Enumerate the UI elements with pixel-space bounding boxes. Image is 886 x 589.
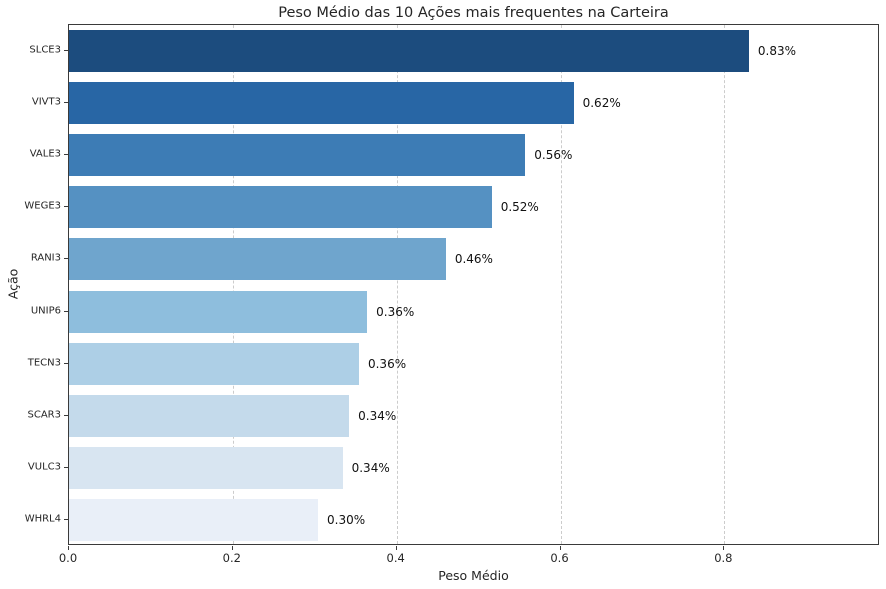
x-tick-label-0.6: 0.6 — [550, 551, 569, 565]
x-tick-label-0.8: 0.8 — [714, 551, 733, 565]
x-tick-mark-0.2 — [231, 546, 233, 550]
bar-value-label-WHRL4: 0.30% — [327, 512, 366, 527]
plot-area: 0.83% 0.62% 0.56% 0.52% 0.46% 0.36% 0.36% 0.34%… — [68, 24, 879, 545]
bar-VULC3 — [69, 446, 343, 489]
y-tick-label-WHRL4: WHRL4 — [24, 513, 61, 525]
gridline-x-0.8 — [724, 25, 726, 544]
y-tick-label-VIVT3: VIVT3 — [31, 96, 61, 108]
bar-RANI3 — [69, 238, 446, 281]
gridline-x-0.6 — [560, 25, 562, 544]
y-tick-mark-RANI3 — [64, 258, 68, 260]
bar-value-label-RANI3: 0.46% — [454, 252, 493, 267]
bar-value-label-SLCE3: 0.83% — [757, 44, 797, 59]
bar-WEGE3 — [69, 186, 492, 229]
y-axis-label: Ação — [5, 268, 21, 300]
bar-value-label-VIVT3: 0.62% — [582, 96, 621, 111]
y-tick-label-SLCE3: SLCE3 — [29, 44, 61, 56]
bar-UNIP6 — [69, 290, 368, 333]
bar-VIVT3 — [69, 82, 574, 125]
bar-SCAR3 — [69, 394, 350, 437]
y-tick-label-SCAR3: SCAR3 — [27, 409, 61, 421]
chart-title: Peso Médio das 10 Ações mais frequentes … — [278, 5, 669, 21]
x-axis-label: Peso Médio — [438, 568, 509, 583]
y-tick-mark-SLCE3 — [64, 50, 68, 52]
y-tick-label-UNIP6: UNIP6 — [30, 305, 61, 317]
bar-value-label-SCAR3: 0.34% — [358, 408, 397, 423]
bar-value-label-UNIP6: 0.36% — [376, 304, 415, 319]
y-tick-mark-WHRL4 — [64, 518, 68, 520]
x-tick-mark-0.8 — [723, 546, 725, 550]
bar-value-label-WEGE3: 0.52% — [500, 200, 539, 215]
bar-VALE3 — [69, 134, 526, 177]
y-tick-label-WEGE3: WEGE3 — [24, 200, 61, 212]
y-tick-mark-VULC3 — [64, 466, 68, 468]
bar-WHRL4 — [69, 498, 319, 541]
bar-value-label-VALE3: 0.56% — [534, 148, 573, 163]
gridline-x-0.2 — [232, 25, 234, 544]
x-tick-mark-0.4 — [395, 546, 397, 550]
y-tick-mark-VIVT3 — [64, 102, 68, 104]
bar-SLCE3 — [69, 30, 749, 73]
bar-value-label-TECN3: 0.36% — [367, 356, 407, 371]
y-tick-label-RANI3: RANI3 — [30, 252, 61, 264]
x-tick-mark-0.6 — [559, 546, 561, 550]
y-tick-mark-UNIP6 — [64, 310, 68, 312]
x-tick-mark-0.0 — [68, 546, 69, 550]
bar-TECN3 — [69, 342, 359, 385]
y-tick-mark-VALE3 — [64, 154, 68, 156]
y-tick-mark-WEGE3 — [64, 206, 68, 208]
x-tick-label-0.2: 0.2 — [222, 551, 241, 565]
gridline-x-0.4 — [396, 25, 398, 544]
y-tick-label-VULC3: VULC3 — [27, 461, 61, 473]
bar-value-label-VULC3: 0.34% — [351, 460, 390, 475]
y-tick-label-TECN3: TECN3 — [27, 357, 61, 369]
y-tick-mark-SCAR3 — [64, 414, 68, 416]
y-tick-mark-TECN3 — [64, 362, 68, 364]
x-tick-label-0.4: 0.4 — [386, 551, 405, 565]
y-tick-label-VALE3: VALE3 — [29, 148, 61, 160]
x-tick-label-0.0: 0.0 — [58, 551, 78, 565]
